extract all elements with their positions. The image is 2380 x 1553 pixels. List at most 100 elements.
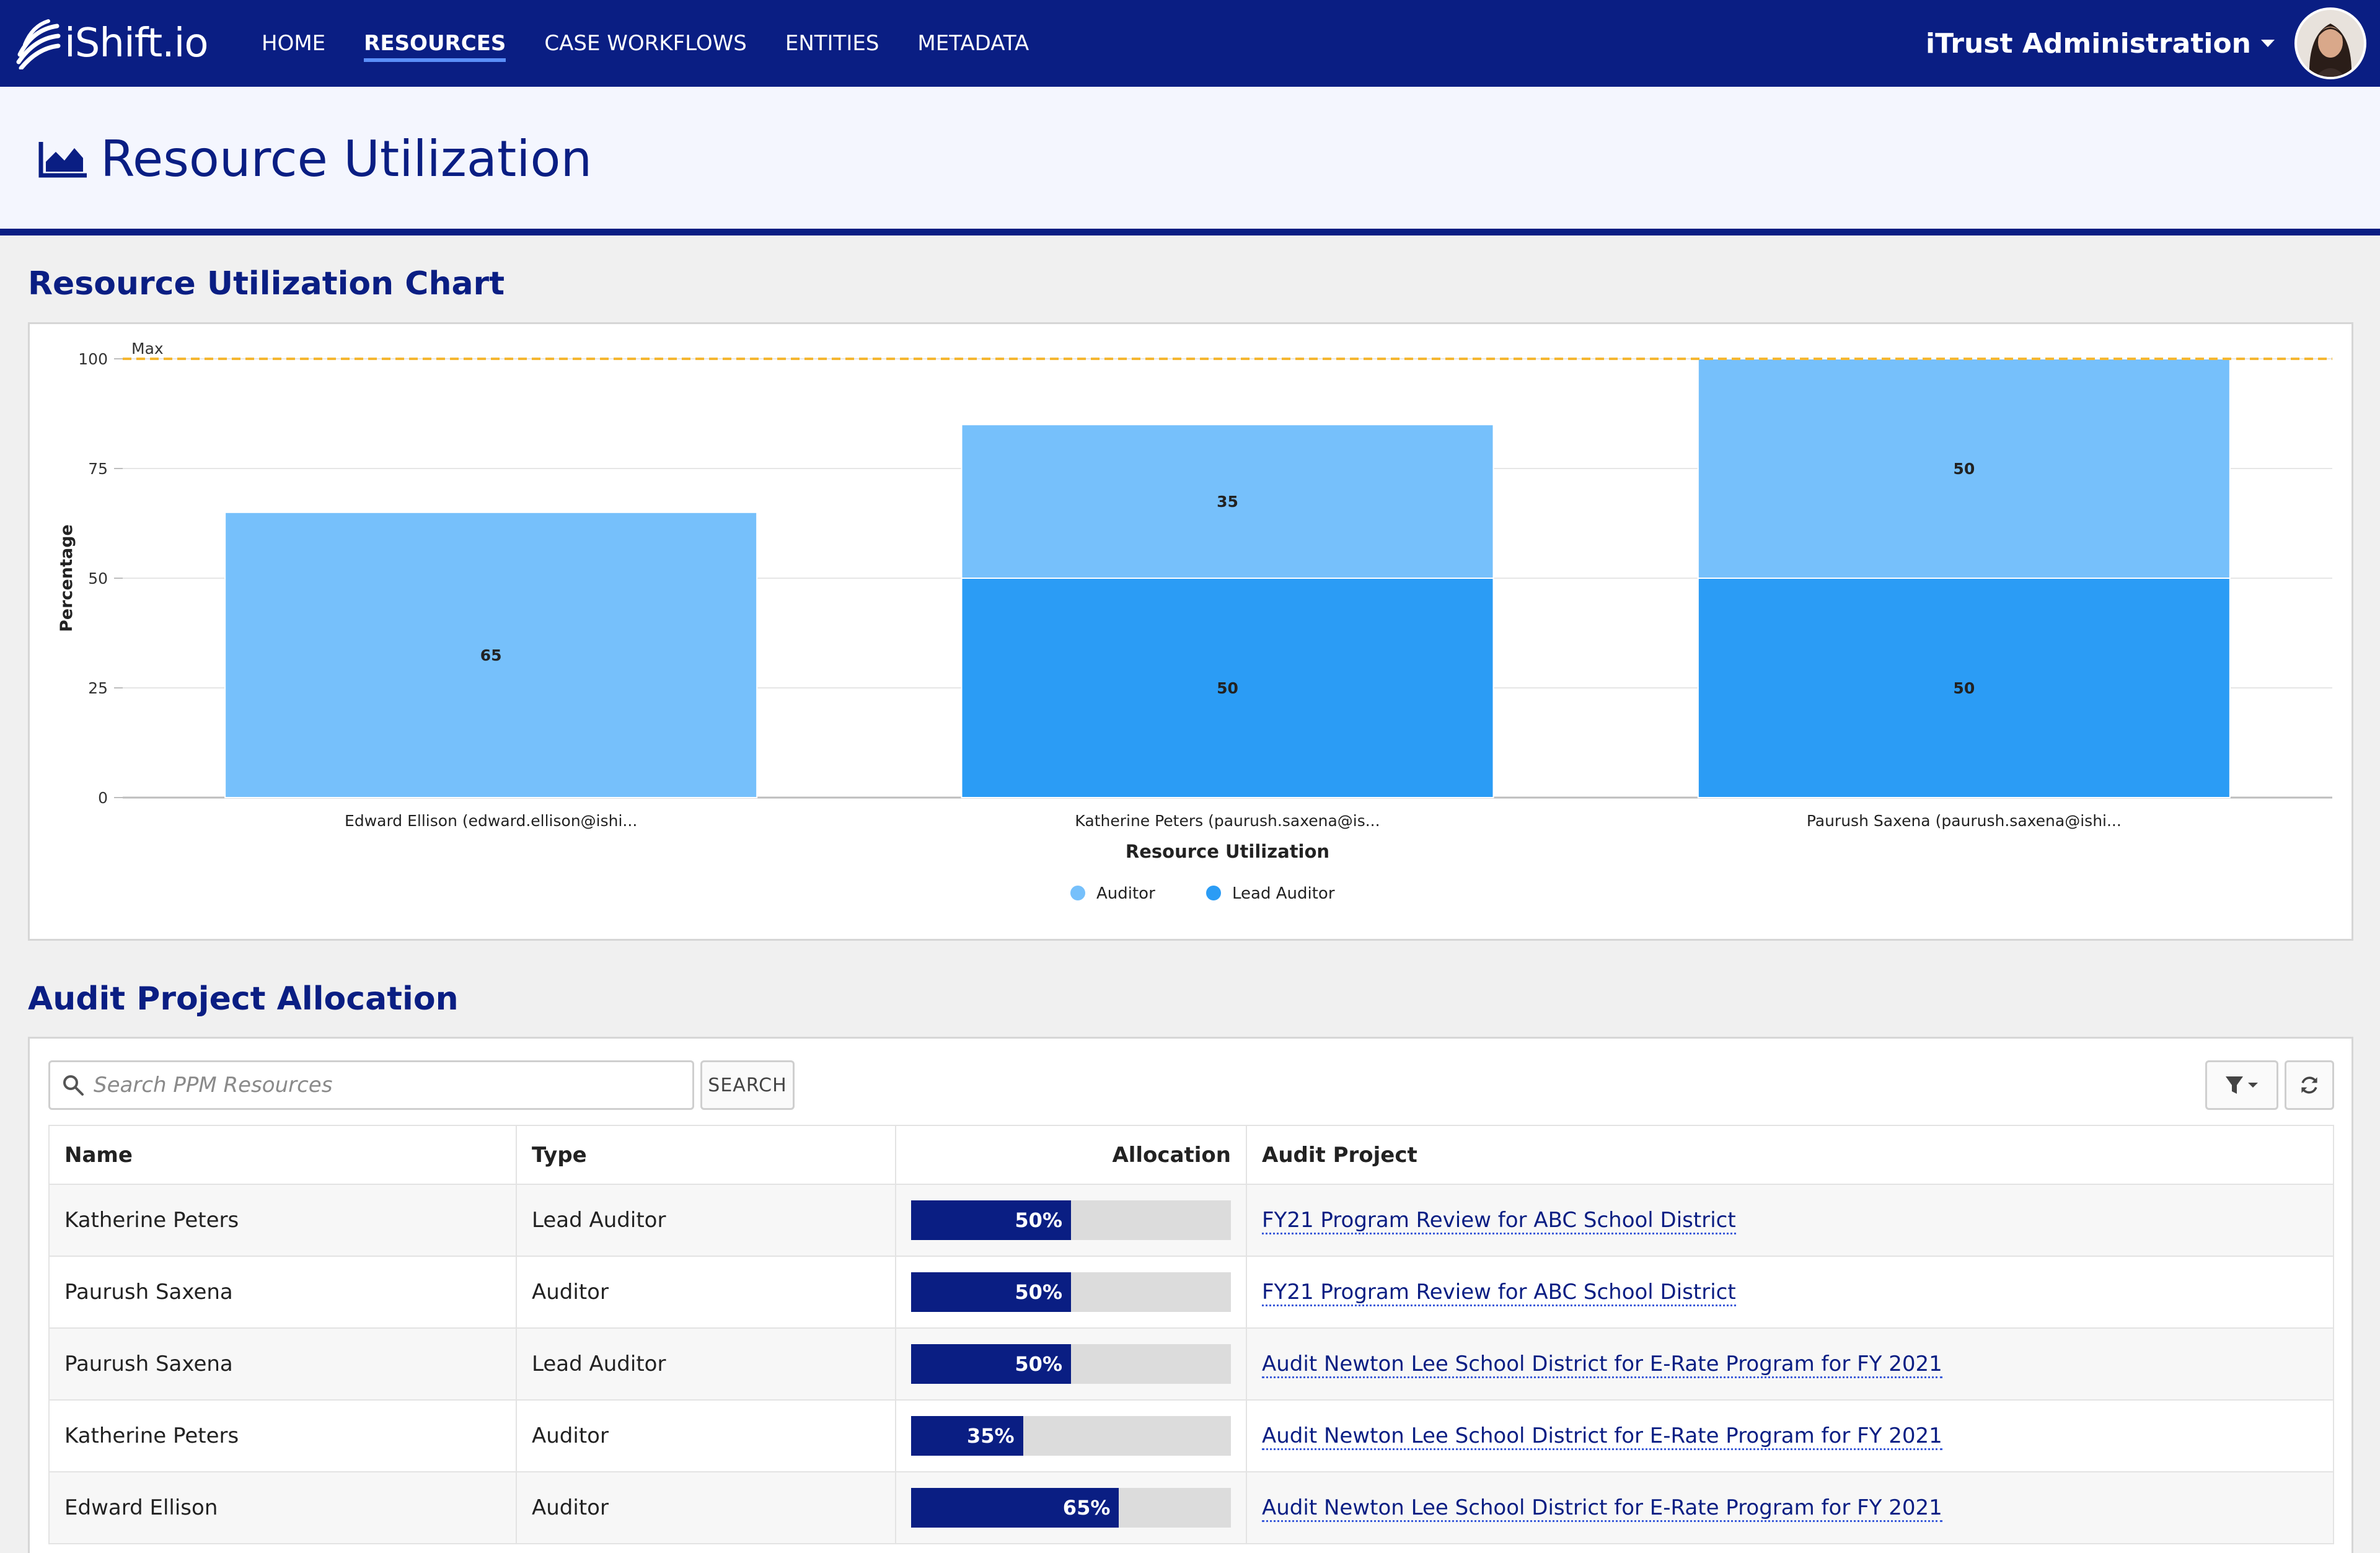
bar-segment: [224, 511, 758, 798]
nav-resources-label: RESOURCES: [364, 31, 506, 56]
y-tick-label: 100: [78, 350, 108, 368]
table-row: Katherine Peters Lead Auditor 50% FY21 P…: [48, 1184, 2334, 1257]
column-header-allocation[interactable]: Allocation: [895, 1125, 1247, 1185]
audit-project-link[interactable]: FY21 Program Review for ABC School Distr…: [1262, 1280, 1736, 1306]
search-icon: [63, 1075, 84, 1096]
logo[interactable]: iShift.io: [14, 11, 209, 76]
chart-panel: 0 25 50 75 100 Percentage 65 Edward Ellison (ed…: [28, 322, 2353, 941]
admin-menu[interactable]: iTrust Administration: [1926, 0, 2275, 87]
legend-swatch: [1206, 886, 1221, 900]
legend-label: Auditor: [1096, 884, 1155, 903]
page-header: Resource Utilization: [0, 87, 2380, 235]
column-header-audit-project[interactable]: Audit Project: [1246, 1125, 2334, 1185]
bar-value-label: 50: [1217, 679, 1238, 697]
cell-type: Auditor: [516, 1256, 896, 1329]
nav-case-workflows[interactable]: CASE WORKFLOWS: [544, 0, 746, 87]
allocation-bar-fill: 50%: [911, 1200, 1071, 1240]
bar-value-label: 65: [480, 646, 502, 664]
search-input[interactable]: [94, 1073, 689, 1098]
search-button[interactable]: SEARCH: [700, 1060, 795, 1110]
nav-case-workflows-label: CASE WORKFLOWS: [544, 31, 747, 56]
cell-name: Paurush Saxena: [48, 1327, 517, 1401]
cell-allocation: 50%: [895, 1256, 1247, 1329]
admin-label: iTrust Administration: [1926, 27, 2251, 59]
bar-segment: [961, 424, 1494, 579]
nav-entities[interactable]: ENTITIES: [785, 0, 879, 87]
cell-name: Paurush Saxena: [48, 1256, 517, 1329]
cell-name: Katherine Peters: [48, 1184, 517, 1257]
refresh-icon: [2301, 1076, 2317, 1094]
legend-label: Lead Auditor: [1232, 884, 1335, 903]
cell-audit-project: Audit Newton Lee School District for E-R…: [1246, 1399, 2334, 1472]
audit-project-link[interactable]: FY21 Program Review for ABC School Distr…: [1262, 1208, 1736, 1234]
audit-project-link[interactable]: Audit Newton Lee School District for E-R…: [1262, 1495, 1942, 1522]
chart-section-title: Resource Utilization Chart: [28, 265, 505, 302]
y-tick-label: 50: [88, 570, 108, 587]
allocation-section-title: Audit Project Allocation: [28, 980, 459, 1018]
y-axis-label: Percentage: [57, 524, 76, 632]
column-header-name[interactable]: Name: [48, 1125, 517, 1185]
x-tick-label: Paurush Saxena (paurush.saxena@ishi...: [1807, 812, 2122, 830]
cell-audit-project: FY21 Program Review for ABC School Distr…: [1246, 1184, 2334, 1257]
cell-name: Edward Ellison: [48, 1471, 517, 1544]
bar-segment: [1697, 578, 2231, 798]
cell-audit-project: Audit Newton Lee School District for E-R…: [1246, 1471, 2334, 1544]
cell-type: Auditor: [516, 1399, 896, 1472]
main-nav: HOME RESOURCES CASE WORKFLOWS ENTITIES M…: [262, 0, 1067, 87]
allocation-bar-fill: 50%: [911, 1344, 1071, 1384]
allocation-bar-fill: 35%: [911, 1416, 1023, 1456]
audit-project-link[interactable]: Audit Newton Lee School District for E-R…: [1262, 1423, 1942, 1450]
page-title-text: Resource Utilization: [100, 130, 593, 188]
table-row: Edward Ellison Auditor 65% Audit Newton …: [48, 1471, 2334, 1544]
area-chart-icon: [38, 141, 87, 177]
top-navbar: iShift.io HOME RESOURCES CASE WORKFLOWS …: [0, 0, 2380, 87]
cell-type: Lead Auditor: [516, 1184, 896, 1257]
column-header-type[interactable]: Type: [516, 1125, 896, 1185]
table-row: Paurush Saxena Lead Auditor 50% Audit Ne…: [48, 1327, 2334, 1401]
nav-home[interactable]: HOME: [262, 0, 325, 87]
allocation-panel: SEARCH Name Type Allocation Audit Projec…: [28, 1037, 2353, 1553]
filter-icon: [2226, 1076, 2258, 1094]
allocation-bar: 65%: [911, 1488, 1231, 1528]
refresh-button[interactable]: [2285, 1060, 2334, 1110]
x-tick-label: Edward Ellison (edward.ellison@ishi...: [345, 812, 637, 830]
nav-home-label: HOME: [262, 31, 326, 56]
allocation-table: Name Type Allocation Audit Project Kathe…: [48, 1125, 2334, 1544]
nav-metadata-label: METADATA: [917, 31, 1029, 56]
table-row: Katherine Peters Auditor 35% Audit Newto…: [48, 1399, 2334, 1472]
cell-allocation: 35%: [895, 1399, 1247, 1472]
avatar[interactable]: [2294, 7, 2366, 79]
audit-project-link[interactable]: Audit Newton Lee School District for E-R…: [1262, 1352, 1942, 1378]
cell-allocation: 65%: [895, 1471, 1247, 1544]
cell-allocation: 50%: [895, 1327, 1247, 1401]
cell-name: Katherine Peters: [48, 1399, 517, 1472]
bar-value-label: 50: [1953, 460, 1975, 478]
caret-down-icon: [2261, 40, 2275, 47]
bar-segment: [1697, 358, 2231, 579]
nav-metadata[interactable]: METADATA: [917, 0, 1029, 87]
cell-type: Lead Auditor: [516, 1327, 896, 1401]
x-tick-label: Katherine Peters (paurush.saxena@is...: [1075, 812, 1380, 830]
table-row: Paurush Saxena Auditor 50% FY21 Program …: [48, 1256, 2334, 1329]
y-tick-label: 75: [88, 460, 108, 478]
allocation-bar-fill: 50%: [911, 1272, 1071, 1312]
allocation-bar: 50%: [911, 1272, 1231, 1312]
max-reference-label: Max: [131, 340, 164, 358]
cell-audit-project: FY21 Program Review for ABC School Distr…: [1246, 1256, 2334, 1329]
cell-allocation: 50%: [895, 1184, 1247, 1257]
nav-resources[interactable]: RESOURCES: [364, 0, 506, 87]
filter-button[interactable]: [2205, 1060, 2278, 1110]
x-axis-label: Resource Utilization: [1126, 841, 1329, 862]
ishift-logo-icon: [16, 19, 61, 69]
logo-text: iShift.io: [64, 20, 209, 66]
user-avatar-icon: [2297, 10, 2364, 77]
y-tick-label: 25: [88, 679, 108, 697]
allocation-bar: 35%: [911, 1416, 1231, 1456]
table-header-row: Name Type Allocation Audit Project: [48, 1125, 2334, 1185]
allocation-bar-fill: 65%: [911, 1488, 1119, 1528]
cell-type: Auditor: [516, 1471, 896, 1544]
allocation-bar: 50%: [911, 1344, 1231, 1384]
bar-value-label: 50: [1953, 679, 1975, 697]
allocation-bar: 50%: [911, 1200, 1231, 1240]
nav-entities-label: ENTITIES: [785, 31, 879, 56]
